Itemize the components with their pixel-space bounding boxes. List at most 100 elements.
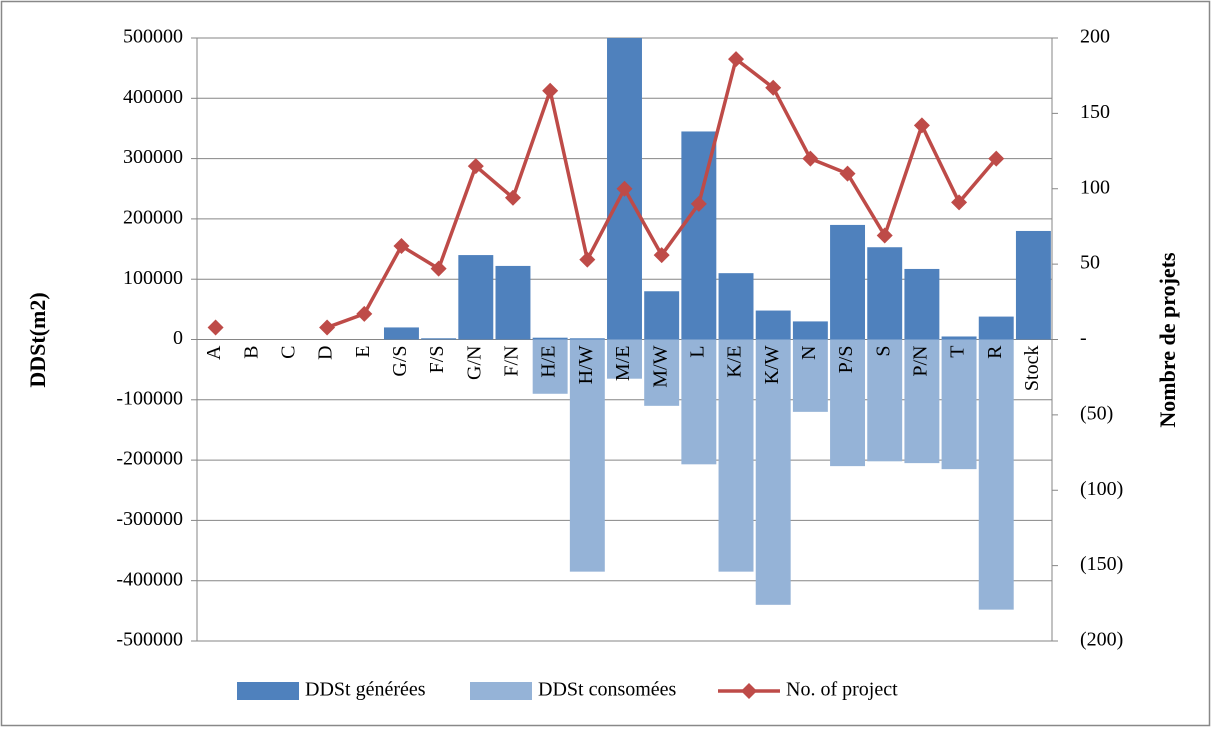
bar (495, 265, 531, 340)
y-tick-label: -200000 (116, 448, 183, 470)
line-marker (319, 319, 336, 336)
bar (755, 310, 791, 340)
line-marker (839, 165, 856, 182)
y-tick-label: 200000 (123, 206, 183, 228)
y-tick-label: -400000 (116, 568, 183, 590)
line-marker (542, 82, 559, 99)
bar (1015, 230, 1051, 340)
bar (644, 339, 680, 406)
x-tick-label: M/W (649, 345, 671, 387)
bar (830, 339, 866, 467)
x-tick-label: G/N (463, 346, 485, 380)
bar (830, 224, 866, 340)
line-marker (876, 227, 893, 244)
legend-label: No. of project (786, 679, 898, 701)
line-marker (653, 247, 670, 264)
bar (978, 316, 1014, 340)
bar (792, 321, 828, 340)
legend-swatch (237, 682, 299, 700)
bar (978, 339, 1014, 610)
y2-tick-label: 150 (1080, 101, 1110, 123)
x-tick-label: C (278, 346, 300, 359)
x-tick-label: T (947, 346, 969, 358)
line-marker (356, 305, 373, 322)
y2-tick-label: 50 (1080, 252, 1100, 274)
bar (532, 339, 568, 394)
x-tick-label: P/S (835, 346, 857, 374)
bar (569, 338, 605, 340)
x-tick-label: R (984, 345, 1006, 359)
y2-tick-label: (200) (1080, 629, 1123, 651)
x-tick-label: E (352, 346, 374, 358)
bar (792, 339, 828, 412)
line-marker (690, 195, 707, 212)
y-tick-label: 300000 (123, 146, 183, 168)
x-tick-label: G/S (389, 346, 411, 377)
bar (718, 339, 754, 572)
bar (421, 338, 457, 340)
y2-tick-label: - (1080, 327, 1087, 349)
legend-label: DDSt consomées (538, 679, 677, 701)
bar (867, 339, 903, 462)
x-tick-label: F/N (501, 346, 523, 377)
line-marker (207, 319, 224, 336)
line-marker (951, 194, 968, 211)
bar (904, 339, 940, 464)
y-tick-label: -500000 (116, 629, 183, 651)
y2-tick-label: 200 (1080, 26, 1110, 48)
y-tick-label: 0 (173, 327, 183, 349)
x-tick-label: Stock (1021, 346, 1043, 392)
legend-swatch (470, 682, 532, 700)
bar (569, 339, 605, 572)
line-marker (728, 51, 745, 68)
bar (532, 337, 568, 340)
y-tick-label: -100000 (116, 387, 183, 409)
x-tick-label: H/W (575, 345, 597, 384)
x-tick-label: B (240, 346, 262, 359)
x-tick-label: S (872, 346, 894, 357)
line-marker (504, 189, 521, 206)
bar (941, 336, 977, 340)
line-marker (430, 260, 447, 277)
y2-tick-label: (50) (1080, 402, 1113, 424)
bar (681, 131, 717, 340)
line-marker (467, 158, 484, 175)
x-tick-label: L (686, 346, 708, 358)
y-axis-title: DDSt(m2) (25, 292, 50, 387)
y-tick-label: 100000 (123, 267, 183, 289)
bar (904, 268, 940, 340)
bar (755, 339, 791, 605)
y-tick-label: -300000 (116, 508, 183, 530)
line-marker (988, 150, 1005, 167)
x-tick-label: K/E (724, 346, 746, 378)
x-tick-label: P/N (909, 346, 931, 377)
x-tick-label: D (315, 346, 337, 360)
bar (681, 339, 717, 465)
line-marker (765, 79, 782, 96)
line-marker (913, 117, 930, 134)
x-tick-label: N (798, 346, 820, 360)
x-tick-label: M/E (612, 346, 634, 382)
x-tick-label: H/E (538, 346, 560, 378)
line-marker (579, 251, 596, 268)
y2-tick-label: 100 (1080, 176, 1110, 198)
bar (458, 255, 494, 340)
bar (941, 339, 977, 470)
bar (718, 273, 754, 340)
legend-marker (741, 683, 757, 699)
y2-axis-title: Nombre de projets (1155, 252, 1180, 428)
bar (607, 339, 642, 379)
bar (867, 247, 903, 340)
line-marker (802, 150, 819, 167)
x-tick-label: F/S (426, 346, 448, 374)
y-tick-label: 400000 (123, 86, 183, 108)
line-marker (616, 180, 633, 197)
y2-tick-label: (100) (1080, 478, 1123, 500)
legend-label: DDSt générées (305, 679, 426, 701)
y2-tick-label: (150) (1080, 553, 1123, 575)
y-tick-label: 500000 (123, 26, 183, 48)
bar (383, 327, 419, 340)
x-tick-label: A (203, 345, 225, 360)
bar (644, 291, 680, 340)
